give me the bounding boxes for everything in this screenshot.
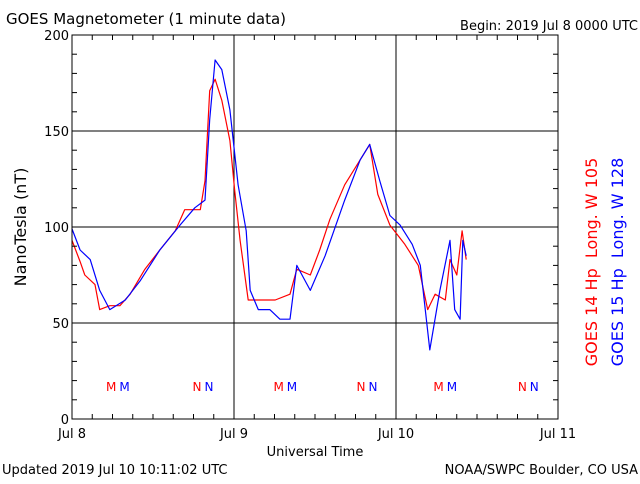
x-axis-label: Universal Time (267, 445, 364, 460)
credit-label: NOAA/SWPC Boulder, CO USA (445, 463, 638, 478)
legend-goes15: GOES 15 Hp Long. W 128 (608, 158, 627, 366)
x-tick-label: Jul 9 (219, 427, 248, 442)
plot-frame (71, 34, 559, 420)
marker-goes14: N (192, 380, 201, 394)
y-tick-label: 200 (44, 29, 69, 44)
series-line-goes14 (71, 78, 467, 311)
marker-goes15: M (447, 380, 457, 394)
y-tick-label: 100 (44, 221, 69, 236)
series-group (71, 59, 467, 351)
x-tick-label: Jul 10 (377, 427, 414, 442)
marker-goes15: N (530, 380, 539, 394)
marker-goes14: M (433, 380, 443, 394)
marker-goes14: N (356, 380, 365, 394)
axis-ticks: 0 50 100 150 200 Jul 8 Jul 9 Jul 10 Jul 11 (44, 29, 576, 442)
x-tick-label: Jul 11 (539, 427, 576, 442)
grid (72, 35, 558, 419)
x-tick-label: Jul 8 (57, 427, 86, 442)
legend-goes14: GOES 14 Hp Long. W 105 (582, 158, 601, 366)
updated-timestamp: Updated 2019 Jul 10 10:11:02 UTC (2, 463, 227, 478)
marker-goes14: M (273, 380, 283, 394)
y-tick-label: 50 (52, 317, 69, 332)
chart-title: GOES Magnetometer (1 minute data) (6, 10, 286, 28)
marker-goes14: M (106, 380, 116, 394)
series-line-goes15 (71, 59, 467, 351)
marker-goes15: N (368, 380, 377, 394)
y-tick-label: 0 (61, 413, 69, 428)
y-axis-label: NanoTesla (nT) (11, 168, 30, 287)
marker-goes15: N (204, 380, 213, 394)
begin-label: Begin: 2019 Jul 8 0000 UTC (460, 19, 638, 34)
marker-goes14: N (518, 380, 527, 394)
marker-goes15: M (287, 380, 297, 394)
marker-goes15: M (119, 380, 129, 394)
y-tick-label: 150 (44, 125, 69, 140)
